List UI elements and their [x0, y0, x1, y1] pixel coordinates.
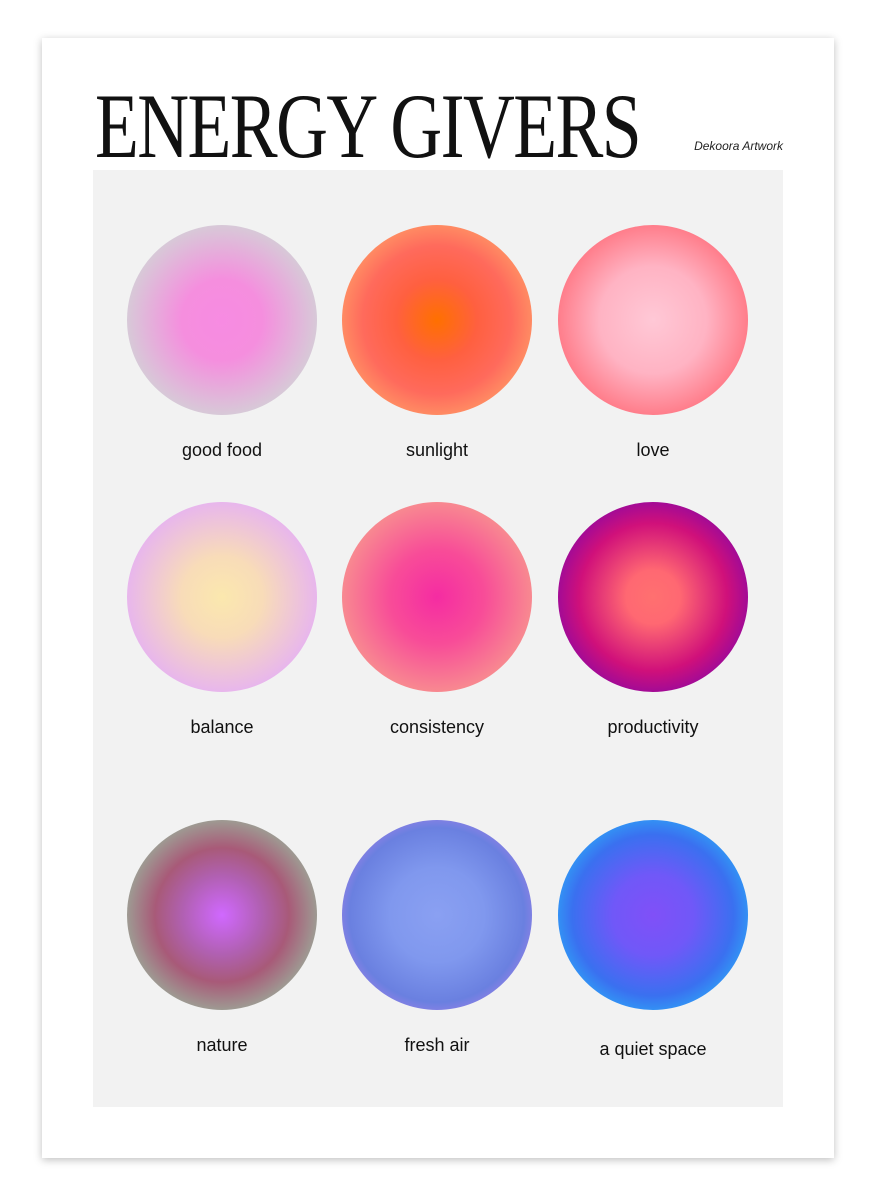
item-label: love — [636, 440, 670, 460]
orb — [342, 820, 532, 1010]
orb — [127, 820, 317, 1010]
orb — [558, 820, 748, 1010]
orb — [127, 502, 317, 692]
orb — [127, 225, 317, 415]
credit: Dekoora Artwork — [694, 139, 783, 153]
poster: ENERGY GIVERS Dekoora Artwork good food … — [42, 38, 834, 1158]
orb — [558, 225, 748, 415]
item-label: balance — [190, 717, 254, 737]
orb — [342, 502, 532, 692]
orb — [342, 225, 532, 415]
panel: good food sunlight love balance consiste… — [93, 170, 783, 1107]
title: ENERGY GIVERS — [95, 75, 642, 177]
item-label: consistency — [389, 717, 485, 737]
item-label: fresh air — [404, 1035, 470, 1055]
orb — [558, 502, 748, 692]
item-label: sunlight — [405, 440, 469, 460]
item-label: nature — [196, 1035, 248, 1055]
item-label: productivity — [607, 717, 699, 737]
item-label: a quiet space — [599, 1039, 707, 1059]
item-label: good food — [181, 440, 263, 460]
